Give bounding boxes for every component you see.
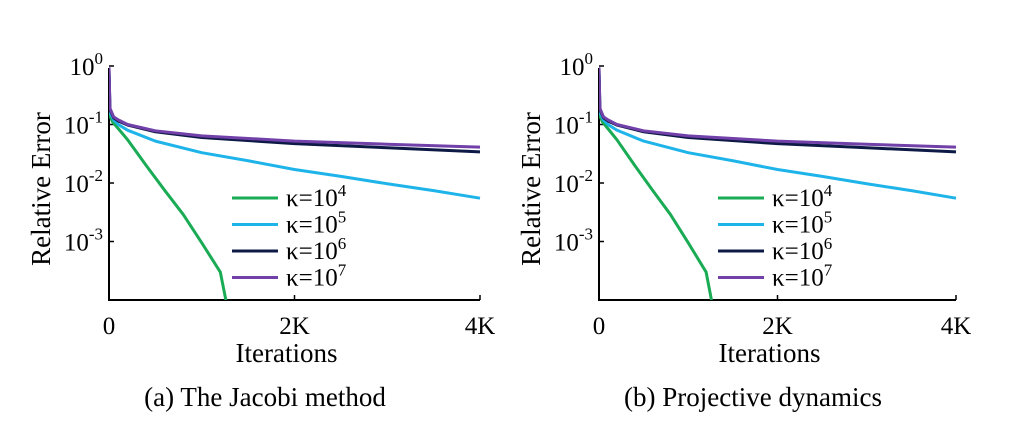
series-line-kappa-7: [109, 67, 481, 149]
x-tick-label: 0: [103, 313, 116, 340]
series-line-kappa-5: [599, 70, 957, 200]
x-tick-label: 0: [593, 313, 606, 340]
panel-projective-dynamics: 100 10-1 10-2 10-3 0 2K 4K Iterations Relative E…: [516, 49, 971, 412]
legend-label: κ=107: [286, 261, 347, 292]
panel-caption: (a) The Jacobi method: [144, 382, 386, 412]
y-tick-label: 100: [560, 49, 594, 81]
x-tick-label: 2K: [279, 313, 310, 340]
series-line-kappa-7: [599, 67, 957, 149]
series-line-kappa-6: [599, 68, 957, 154]
series-line-kappa-4: [599, 71, 713, 300]
y-tick-label: 10-3: [64, 225, 103, 257]
legend-label: κ=107: [772, 261, 833, 292]
x-axis-title: Iterations: [719, 338, 821, 368]
legend-label: κ=104: [286, 181, 347, 212]
series-line-kappa-4: [109, 71, 228, 300]
x-axis-title: Iterations: [236, 338, 338, 368]
legend-label: κ=105: [772, 208, 832, 239]
legend-label: κ=105: [286, 208, 346, 239]
y-tick-label: 10-2: [64, 166, 103, 198]
panel-jacobi-method: 100 10-1 10-2 10-3 0 2K 4K Iterations Relative E…: [26, 49, 495, 412]
series-line-kappa-5: [109, 70, 481, 200]
y-axis-title: Relative Error: [516, 112, 546, 266]
legend-label: κ=106: [286, 234, 346, 265]
x-tick-label: 4K: [465, 313, 496, 340]
legend-label: κ=106: [772, 234, 832, 265]
series-line-kappa-6: [109, 68, 481, 154]
y-axis-title: Relative Error: [26, 112, 56, 266]
y-tick-label: 10-1: [64, 108, 103, 140]
x-tick-label: 4K: [941, 313, 972, 340]
panel-caption: (b) Projective dynamics: [624, 382, 882, 412]
y-tick-label: 100: [70, 49, 104, 81]
y-tick-label: 10-1: [554, 108, 593, 140]
x-tick-label: 2K: [762, 313, 793, 340]
y-tick-label: 10-2: [554, 166, 593, 198]
y-tick-label: 10-3: [554, 225, 593, 257]
legend-label: κ=104: [772, 181, 833, 212]
